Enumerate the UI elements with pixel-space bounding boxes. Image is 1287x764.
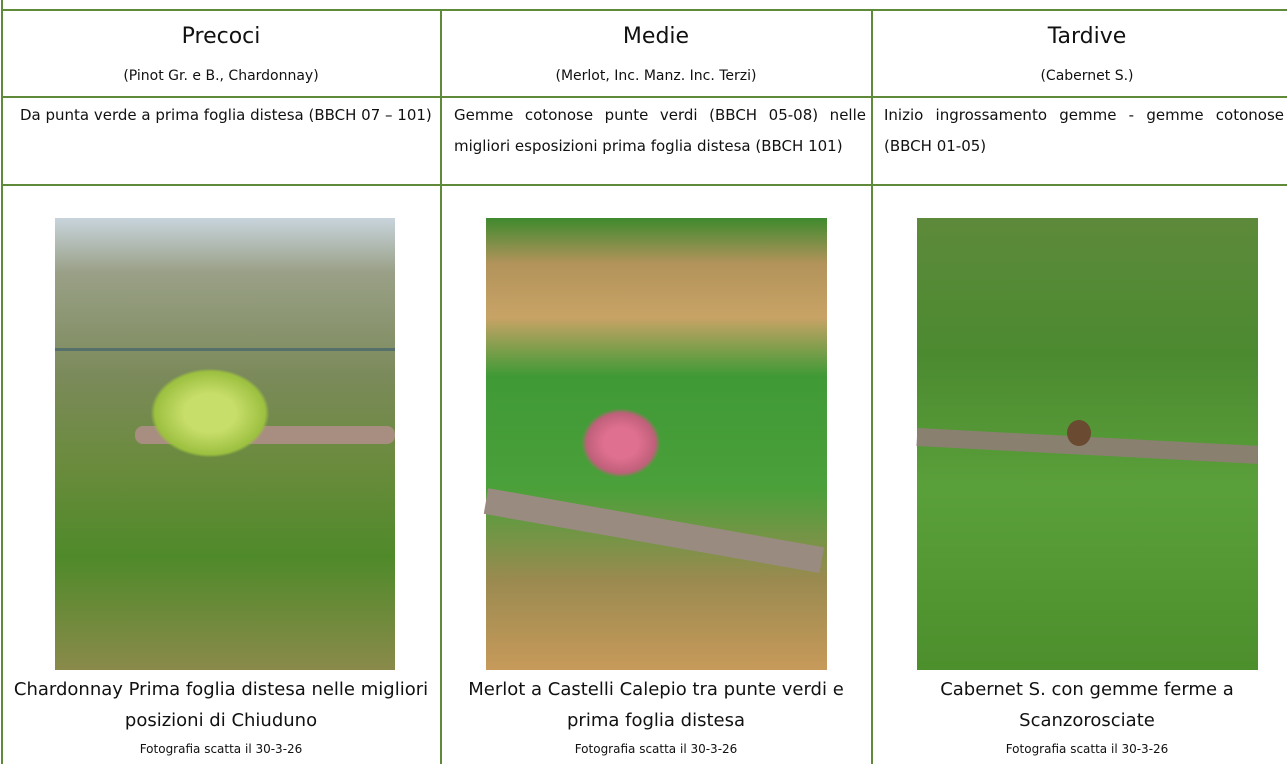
column-title: Tardive xyxy=(1047,24,1127,49)
column-subtitle: (Cabernet S.) xyxy=(1040,68,1134,84)
column-title: Medie xyxy=(622,24,690,49)
description: Gemme cotonose punte verdi (BBCH 05-08) … xyxy=(454,106,866,155)
column-subtitle: (Pinot Gr. e B., Chardonnay) xyxy=(123,68,319,84)
caption: Chardonnay Prima foglia distesa nelle mi… xyxy=(13,679,429,731)
photo-note: Fotografia scatta il 30-3-26 xyxy=(1005,742,1169,756)
cane xyxy=(483,488,825,574)
border xyxy=(1,0,3,764)
leaf xyxy=(150,368,270,458)
column-subtitle: (Merlot, Inc. Manz. Inc. Terzi) xyxy=(555,68,757,84)
caption: Merlot a Castelli Calepio tra punte verd… xyxy=(468,679,844,731)
photo-note: Fotografia scatta il 30-3-26 xyxy=(574,742,738,756)
photo xyxy=(916,218,1259,670)
border xyxy=(2,184,1287,186)
border xyxy=(2,9,1287,11)
caption: Cabernet S. con gemme ferme a Scanzorosc… xyxy=(940,679,1234,731)
description: Da punta verde a prima foglia distesa (B… xyxy=(20,106,432,124)
description: Inizio ingrossamento gemme - gemme coton… xyxy=(884,106,1284,155)
column-title: Precoci xyxy=(181,24,261,49)
bud xyxy=(1067,420,1091,446)
bud xyxy=(581,408,661,478)
photo-note: Fotografia scatta il 30-3-26 xyxy=(139,742,303,756)
wire xyxy=(55,348,395,351)
border xyxy=(2,96,1287,98)
border xyxy=(440,10,442,764)
border xyxy=(871,10,873,764)
photo xyxy=(483,218,827,670)
photo xyxy=(55,218,395,670)
